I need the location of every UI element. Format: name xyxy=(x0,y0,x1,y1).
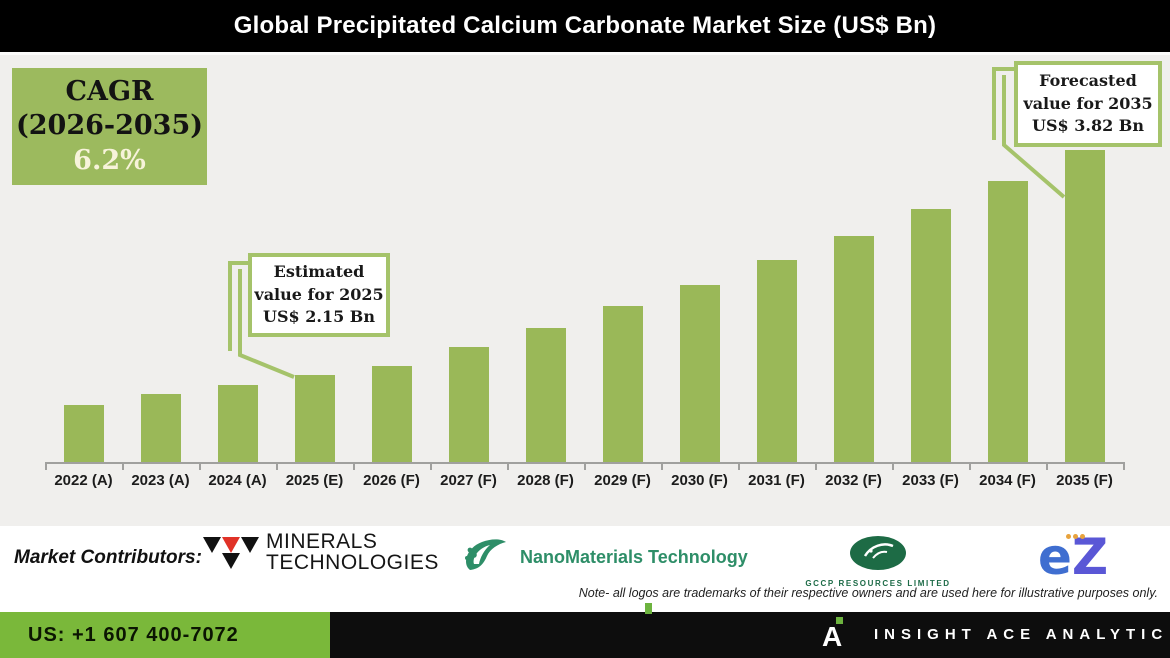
x-axis-label-2029: 2029 (F) xyxy=(594,472,651,489)
cagr-period: (2026-2035) xyxy=(15,110,204,142)
x-axis-tick xyxy=(45,463,47,470)
bar-2035 xyxy=(1064,150,1105,463)
gccp-logo-text: GCCP RESOURCES LIMITED xyxy=(805,579,951,588)
footer-bar: US: +1 607 400-7072 A INSIGHT ACE ANALYT… xyxy=(0,612,1170,658)
bar-2026 xyxy=(371,366,412,463)
bar-2031 xyxy=(756,260,797,463)
x-axis-label-2023: 2023 (A) xyxy=(131,472,190,489)
x-axis-label-2032: 2032 (F) xyxy=(825,472,882,489)
nanomaterials-swoosh-icon xyxy=(465,539,506,570)
x-axis-tick xyxy=(430,463,432,470)
x-axis-tick xyxy=(353,463,355,470)
ez-spark-icon xyxy=(1066,526,1087,544)
cagr-value: 6.2% xyxy=(73,144,146,176)
x-axis-tick xyxy=(892,463,894,470)
forecasted-line2: value for 2035 xyxy=(1023,93,1153,113)
x-axis-tick xyxy=(199,463,201,470)
x-axis-tick xyxy=(584,463,586,470)
x-axis-tick xyxy=(815,463,817,470)
estimated-line3: US$ 2.15 Bn xyxy=(263,307,375,327)
x-axis-tick xyxy=(661,463,663,470)
x-axis-label-2026: 2026 (F) xyxy=(363,472,420,489)
trademark-note: Note- all logos are trademarks of their … xyxy=(578,586,1158,600)
x-axis-tick xyxy=(969,463,971,470)
ez-logo: eZ xyxy=(1038,528,1168,586)
bar-2027 xyxy=(448,347,489,463)
x-axis-tick xyxy=(507,463,509,470)
bar-2023 xyxy=(140,394,181,463)
title-bar: Global Precipitated Calcium Carbonate Ma… xyxy=(0,0,1170,52)
phone-number: US: +1 607 400-7072 xyxy=(28,623,239,646)
market-contributors-label: Market Contributors: xyxy=(14,547,202,568)
x-axis-label-2035: 2035 (F) xyxy=(1056,472,1113,489)
x-axis-tick xyxy=(1046,463,1048,470)
x-axis-label-2028: 2028 (F) xyxy=(517,472,574,489)
minerals-logo-text: MINERALS TECHNOLOGIES xyxy=(266,530,439,574)
gccp-logo: GCCP RESOURCES LIMITED xyxy=(798,534,958,588)
footer-green-tick xyxy=(645,603,652,614)
estimated-value-callout: Estimated value for 2025 US$ 2.15 Bn xyxy=(248,253,390,337)
bar-2033 xyxy=(910,209,951,463)
estimated-line2: value for 2025 xyxy=(254,284,384,304)
x-axis-label-2025: 2025 (E) xyxy=(285,472,344,489)
x-axis-label-2024: 2024 (A) xyxy=(208,472,267,489)
cagr-badge: CAGR (2026-2035) 6.2% xyxy=(12,68,207,185)
x-axis-label-2027: 2027 (F) xyxy=(440,472,497,489)
x-axis-label-2030: 2030 (F) xyxy=(671,472,728,489)
contributors-row: Market Contributors: MINERALS TECHNOLOGI… xyxy=(0,526,1170,612)
minerals-technologies-logo: MINERALS TECHNOLOGIES xyxy=(203,530,439,574)
bar-2029 xyxy=(602,306,643,463)
page-title: Global Precipitated Calcium Carbonate Ma… xyxy=(233,12,937,39)
bar-2034 xyxy=(987,181,1028,463)
bar-2032 xyxy=(833,236,874,463)
forecasted-line3: US$ 3.82 Bn xyxy=(1032,116,1144,136)
x-axis-tick xyxy=(738,463,740,470)
nanomaterials-logo: NanoMaterials Technology xyxy=(460,536,748,578)
chart-area: CAGR (2026-2035) 6.2% Estimated value fo… xyxy=(0,52,1170,526)
forecasted-line1: Forecasted xyxy=(1039,70,1137,90)
x-axis-tick xyxy=(122,463,124,470)
bar-2028 xyxy=(525,328,566,463)
bar-2025 xyxy=(294,375,335,463)
x-axis-label-2033: 2033 (F) xyxy=(902,472,959,489)
x-axis-label-2034: 2034 (F) xyxy=(979,472,1036,489)
x-axis-label-2022: 2022 (A) xyxy=(54,472,113,489)
bar-2024 xyxy=(217,385,258,463)
x-axis-tick xyxy=(1123,463,1125,470)
bar-2022 xyxy=(63,405,104,463)
minerals-triangles-icon xyxy=(203,536,259,569)
bar-2030 xyxy=(679,285,720,463)
footer-phone-panel: US: +1 607 400-7072 xyxy=(0,612,330,658)
x-axis-label-2031: 2031 (F) xyxy=(748,472,805,489)
forecasted-value-callout: Forecasted value for 2035 US$ 3.82 Bn xyxy=(1014,61,1162,147)
x-axis-tick xyxy=(276,463,278,470)
estimated-line1: Estimated xyxy=(273,261,365,281)
gccp-ellipse-icon xyxy=(850,536,906,570)
ez-logo-z: Z xyxy=(1071,528,1109,586)
nanomaterials-logo-text: NanoMaterials Technology xyxy=(520,546,748,567)
company-name: INSIGHT ACE ANALYTIC xyxy=(874,626,1169,643)
cagr-label: CAGR xyxy=(65,75,154,107)
insight-ace-logo-icon: A xyxy=(820,617,854,655)
callout-connector-lines xyxy=(228,67,1066,379)
